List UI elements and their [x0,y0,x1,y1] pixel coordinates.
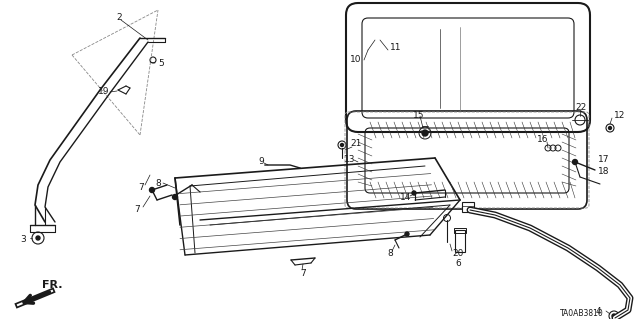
Bar [455,230,465,252]
Text: 10: 10 [350,56,362,64]
Text: 17: 17 [598,155,609,165]
Text: 8: 8 [387,249,393,257]
Circle shape [612,314,616,318]
Text: 18: 18 [598,167,609,176]
Text: 8: 8 [155,179,161,188]
Circle shape [405,232,409,236]
Text: 16: 16 [537,136,548,145]
Circle shape [412,191,416,195]
Circle shape [340,144,344,146]
Text: 12: 12 [614,110,625,120]
Circle shape [422,130,428,136]
Circle shape [173,195,177,199]
Text: FR.: FR. [42,280,63,290]
Text: 19: 19 [98,87,109,97]
Text: 7: 7 [134,205,140,214]
Text: 7: 7 [138,183,144,192]
Circle shape [573,160,577,165]
Text: 6: 6 [455,258,461,268]
Text: 9: 9 [258,158,264,167]
Text: 21: 21 [350,138,362,147]
Text: 11: 11 [390,42,401,51]
Text: 2: 2 [116,12,122,21]
Text: 7: 7 [300,269,306,278]
Text: 5: 5 [158,58,164,68]
Text: 14: 14 [400,192,412,202]
Circle shape [609,127,611,130]
Text: 4: 4 [596,307,602,315]
Text: 15: 15 [413,112,424,121]
Text: TA0AB3810: TA0AB3810 [560,308,604,317]
Circle shape [150,188,154,192]
Bar [462,202,474,212]
Circle shape [36,236,40,240]
Text: 20: 20 [452,249,463,257]
Text: 13: 13 [344,155,355,165]
Text: 22: 22 [575,103,586,113]
Bar [454,228,466,233]
Text: 3: 3 [20,235,26,244]
